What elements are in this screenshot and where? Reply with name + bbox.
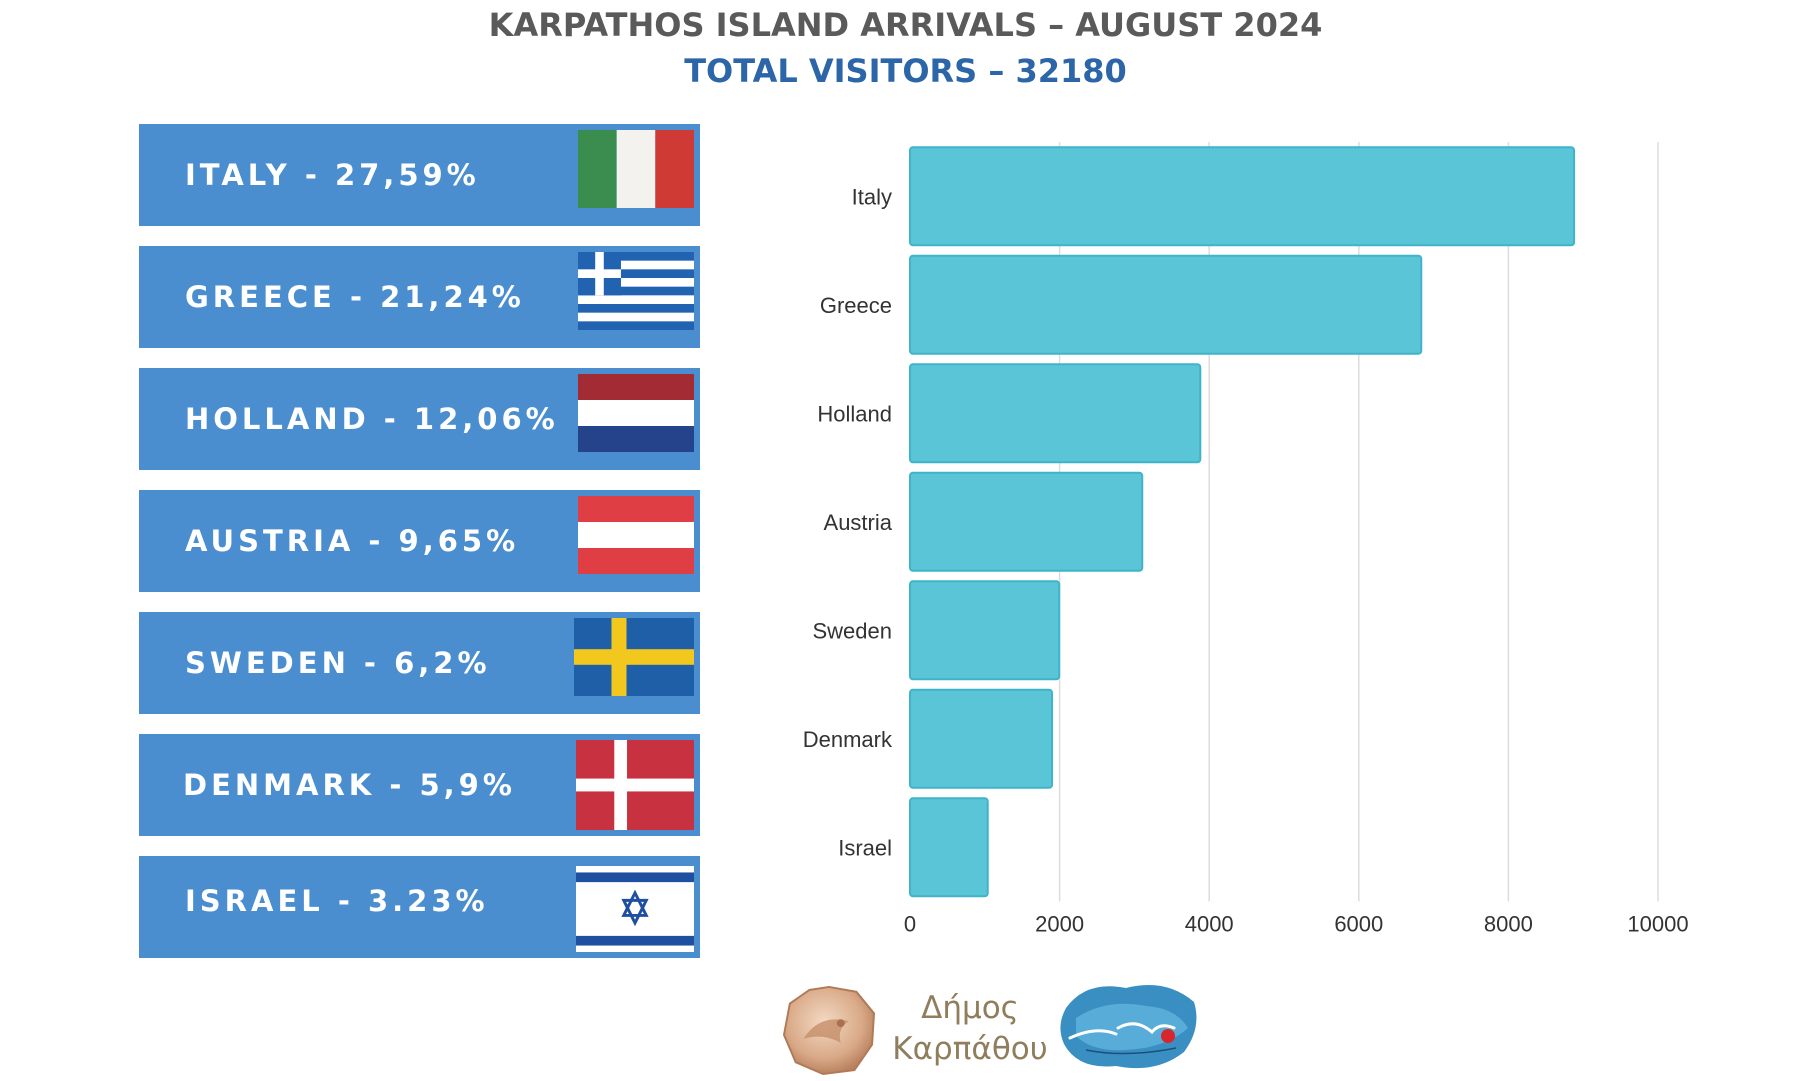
panel-label: ITALY - 27,59% [185, 158, 480, 192]
panel-denmark: DENMARK - 5,9% [139, 734, 700, 836]
bar-denmark [909, 688, 1054, 789]
x-tick-label: 4000 [1185, 912, 1234, 937]
category-label-sweden: Sweden [812, 618, 892, 643]
panel-italy: ITALY - 27,59% [139, 124, 700, 226]
chart-subtitle: TOTAL VISITORS – 32180 [684, 52, 1127, 90]
chart-title: KARPATHOS ISLAND ARRIVALS – AUGUST 2024 [488, 6, 1323, 44]
bar-sweden [909, 580, 1061, 681]
panel-label: ISRAEL - 3.23% [185, 884, 489, 918]
category-label-denmark: Denmark [803, 727, 893, 752]
municipality-coin-icon [780, 984, 878, 1076]
x-tick-label: 2000 [1035, 912, 1084, 937]
x-tick-label: 0 [904, 912, 916, 937]
panel-sweden: SWEDEN - 6,2% [139, 612, 700, 714]
x-tick-label: 10000 [1627, 912, 1688, 937]
panel-greece: GREECE - 21,24% [139, 246, 700, 348]
sweden-flag-icon [574, 618, 694, 696]
panel-label: DENMARK - 5,9% [183, 768, 516, 802]
municipality-line-1: Δήμος [921, 990, 1019, 1026]
bar-greece [909, 254, 1423, 355]
panel-label: HOLLAND - 12,06% [185, 402, 559, 436]
category-label-italy: Italy [852, 184, 892, 209]
italy-flag-icon [578, 130, 694, 208]
municipality-line-2: Καρπάθου [892, 1031, 1048, 1067]
bar-austria [909, 471, 1144, 572]
category-label-greece: Greece [820, 293, 892, 318]
category-labels: Italy Greece Holland Austria Sweden Denmark Is… [803, 184, 893, 860]
panel-label: GREECE - 21,24% [185, 280, 525, 314]
israel-flag-icon [576, 866, 694, 952]
denmark-flag-icon [576, 740, 694, 830]
x-axis-ticks: 0 2000 4000 6000 8000 10000 [904, 912, 1689, 937]
category-label-austria: Austria [824, 510, 893, 535]
bar-israel [909, 797, 989, 898]
bars [909, 146, 1576, 898]
bar-holland [909, 363, 1202, 464]
panel-austria: AUSTRIA - 9,65% [139, 490, 700, 592]
x-tick-label: 8000 [1484, 912, 1533, 937]
bar-chart: Italy Greece Holland Austria Sweden Denmark Is… [803, 142, 1689, 937]
panel-label: SWEDEN - 6,2% [185, 646, 491, 680]
austria-flag-icon [578, 496, 694, 574]
panel-holland: HOLLAND - 12,06% [139, 368, 700, 470]
panel-label: AUSTRIA - 9,65% [185, 524, 520, 558]
panel-israel: ISRAEL - 3.23% [139, 856, 700, 958]
footer-logos: Δήμος Καρπάθου [780, 970, 1200, 1080]
category-label-israel: Israel [838, 835, 892, 860]
karpathos-brand-logo [1056, 978, 1201, 1076]
x-tick-label: 6000 [1334, 912, 1383, 937]
greece-flag-icon [578, 252, 694, 330]
municipality-name: Δήμος Καρπάθου [890, 988, 1050, 1070]
category-label-holland: Holland [817, 401, 892, 426]
netherlands-flag-icon [578, 374, 694, 452]
bar-italy [909, 146, 1576, 247]
